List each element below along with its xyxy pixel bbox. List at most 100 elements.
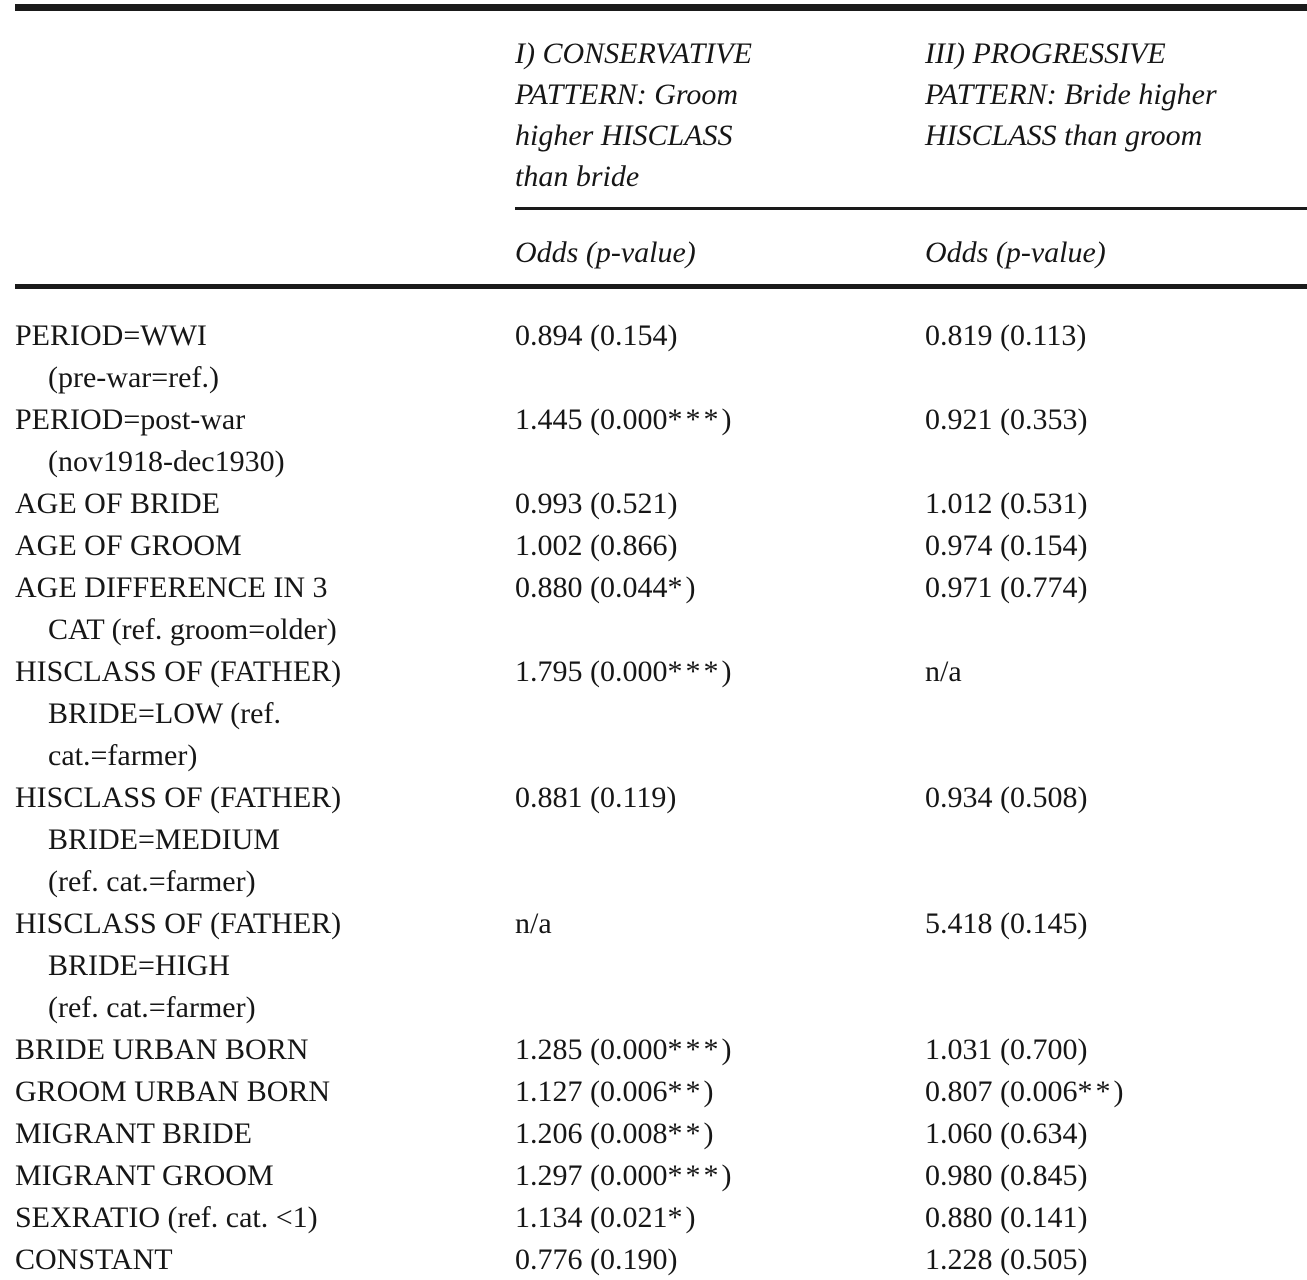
odds-cell-progressive: 5.418 (0.145) — [925, 907, 1088, 940]
odds-cell-progressive: 0.921 (0.353) — [925, 403, 1088, 436]
significance-stars: *** — [667, 403, 722, 436]
subheader-odds-conservative: Odds (p-value) — [515, 236, 696, 269]
row-label: HISCLASS OF (FATHER) BRIDE=MEDIUM (ref. ca… — [15, 777, 515, 903]
table-row: PERIOD=post-war (nov1918-dec1930) 1.445 (0… — [0, 399, 1307, 483]
row-label: CONSTANT — [15, 1239, 515, 1280]
column-header-line: PATTERN: Groom — [515, 78, 739, 111]
subheader-row: Odds (p-value) Odds (p-value) — [0, 232, 1307, 274]
body-top-rule — [15, 284, 1307, 289]
row-label-line: AGE OF BRIDE — [15, 487, 221, 520]
significance-stars: *** — [667, 1033, 722, 1066]
row-label: AGE DIFFERENCE IN 3 CAT (ref. groom=older… — [15, 567, 515, 651]
table-row: MIGRANT BRIDE 1.206 (0.008**) 1.060 (0.634… — [0, 1113, 1307, 1155]
odds-cell-progressive: 0.974 (0.154) — [925, 529, 1088, 562]
row-label-line: SEXRATIO (ref. cat. <1) — [15, 1201, 318, 1234]
odds-cell-conservative: 0.880 (0.044*) — [515, 571, 696, 604]
odds-cell-progressive: 0.934 (0.508) — [925, 781, 1088, 814]
table-row: PERIOD=WWI (pre-war=ref.) 0.894 (0.154) 0.8… — [0, 315, 1307, 399]
row-label-line: PERIOD=WWI — [15, 319, 207, 352]
column-header-line: than bride — [515, 160, 640, 193]
row-label: BRIDE URBAN BORN — [15, 1029, 515, 1071]
row-label: PERIOD=post-war (nov1918-dec1930) — [15, 399, 515, 483]
column-header-row: I) CONSERVATIVE PATTERN: Groom higher HISC… — [0, 33, 1307, 197]
row-label: AGE OF BRIDE — [15, 483, 515, 525]
row-label-continuation: (pre-war=ref.) — [48, 361, 219, 394]
row-label: MIGRANT BRIDE — [15, 1113, 515, 1155]
row-label-continuation: (ref. cat.=farmer) — [48, 865, 256, 898]
table-row: AGE OF GROOM 1.002 (0.866) 0.974 (0.154) — [0, 525, 1307, 567]
row-label-line: MIGRANT BRIDE — [15, 1117, 252, 1150]
row-label: HISCLASS OF (FATHER) BRIDE=HIGH (ref. cat.… — [15, 903, 515, 1029]
row-label: MIGRANT GROOM — [15, 1155, 515, 1197]
row-label: AGE OF GROOM — [15, 525, 515, 567]
significance-stars: * — [667, 571, 686, 604]
odds-cell-conservative: 1.795 (0.000***) — [515, 655, 732, 688]
row-label-line: HISCLASS OF (FATHER) — [15, 907, 342, 940]
row-label-line: HISCLASS OF (FATHER) — [15, 781, 342, 814]
row-label-continuation: (ref. cat.=farmer) — [48, 991, 256, 1024]
table-row: CONSTANT 0.776 (0.190) 1.228 (0.505) — [0, 1239, 1307, 1280]
significance-stars: ** — [667, 1075, 704, 1108]
column-header-line: higher HISCLASS — [515, 119, 733, 152]
table-body: PERIOD=WWI (pre-war=ref.) 0.894 (0.154) 0.8… — [0, 315, 1307, 1280]
odds-cell-conservative: 1.297 (0.000***) — [515, 1159, 732, 1192]
table-row: HISCLASS OF (FATHER) BRIDE=HIGH (ref. cat.… — [0, 903, 1307, 1029]
odds-cell-progressive: 0.819 (0.113) — [925, 319, 1087, 352]
odds-cell-conservative: 1.285 (0.000***) — [515, 1033, 732, 1066]
row-label-continuation: CAT (ref. groom=older) — [48, 613, 337, 646]
table-row: HISCLASS OF (FATHER) BRIDE=LOW (ref. cat.=… — [0, 651, 1307, 777]
odds-cell-conservative: 0.881 (0.119) — [515, 781, 677, 814]
table-row: SEXRATIO (ref. cat. <1) 1.134 (0.021*) 0.8… — [0, 1197, 1307, 1239]
odds-cell-conservative: n/a — [515, 907, 552, 940]
table-row: MIGRANT GROOM 1.297 (0.000***) 0.980 (0.84… — [0, 1155, 1307, 1197]
row-label-line: HISCLASS OF (FATHER) — [15, 655, 342, 688]
row-label: PERIOD=WWI (pre-war=ref.) — [15, 315, 515, 399]
row-label-continuation: BRIDE=HIGH — [48, 949, 230, 982]
odds-cell-progressive: 0.880 (0.141) — [925, 1201, 1088, 1234]
row-label-line: GROOM URBAN BORN — [15, 1075, 331, 1108]
odds-cell-progressive: 0.980 (0.845) — [925, 1159, 1088, 1192]
column-header-progressive: III) PROGRESSIVE PATTERN: Bride higher HIS… — [925, 33, 1307, 156]
row-label: SEXRATIO (ref. cat. <1) — [15, 1197, 515, 1239]
row-label-continuation: BRIDE=LOW (ref. — [48, 697, 281, 730]
odds-cell-progressive: 1.228 (0.505) — [925, 1243, 1088, 1276]
odds-cell-conservative: 1.206 (0.008**) — [515, 1117, 714, 1150]
odds-cell-progressive: 0.807 (0.006**) — [925, 1075, 1124, 1108]
table-row: AGE OF BRIDE 0.993 (0.521) 1.012 (0.531) — [0, 483, 1307, 525]
table-row: GROOM URBAN BORN 1.127 (0.006**) 0.807 (0.… — [0, 1071, 1307, 1113]
significance-stars: *** — [667, 1159, 722, 1192]
odds-cell-progressive: 1.060 (0.634) — [925, 1117, 1088, 1150]
header-underline-rule — [515, 207, 1307, 210]
significance-stars: * — [667, 1201, 686, 1234]
table-row: HISCLASS OF (FATHER) BRIDE=MEDIUM (ref. ca… — [0, 777, 1307, 903]
odds-cell-conservative: 1.127 (0.006**) — [515, 1075, 714, 1108]
row-label: HISCLASS OF (FATHER) BRIDE=LOW (ref. cat.=… — [15, 651, 515, 777]
odds-cell-conservative: 1.134 (0.021*) — [515, 1201, 696, 1234]
odds-cell-conservative: 1.445 (0.000***) — [515, 403, 732, 436]
significance-stars: ** — [1077, 1075, 1114, 1108]
odds-cell-conservative: 0.776 (0.190) — [515, 1243, 678, 1276]
odds-cell-progressive: n/a — [925, 655, 962, 688]
row-label-line: PERIOD=post-war — [15, 403, 246, 436]
row-label-line: CONSTANT — [15, 1243, 173, 1276]
row-label: GROOM URBAN BORN — [15, 1071, 515, 1113]
row-label-line: MIGRANT GROOM — [15, 1159, 274, 1192]
row-label-line: AGE OF GROOM — [15, 529, 242, 562]
subheader-odds-progressive: Odds (p-value) — [925, 236, 1106, 269]
row-label-continuation: cat.=farmer) — [48, 739, 198, 772]
odds-cell-progressive: 0.971 (0.774) — [925, 571, 1088, 604]
significance-stars: ** — [667, 1117, 704, 1150]
table-row: BRIDE URBAN BORN 1.285 (0.000***) 1.031 (0… — [0, 1029, 1307, 1071]
column-header-conservative: I) CONSERVATIVE PATTERN: Groom higher HISC… — [515, 33, 925, 197]
odds-cell-progressive: 1.031 (0.700) — [925, 1033, 1088, 1066]
column-header-line: I) CONSERVATIVE — [515, 37, 752, 70]
row-label-line: BRIDE URBAN BORN — [15, 1033, 309, 1066]
odds-cell-progressive: 1.012 (0.531) — [925, 487, 1088, 520]
row-label-continuation: (nov1918-dec1930) — [48, 445, 285, 478]
row-label-line: AGE DIFFERENCE IN 3 — [15, 571, 328, 604]
column-header-line: III) PROGRESSIVE — [925, 37, 1166, 70]
column-header-line: PATTERN: Bride higher — [925, 78, 1217, 111]
row-label-continuation: BRIDE=MEDIUM — [48, 823, 280, 856]
table-row: AGE DIFFERENCE IN 3 CAT (ref. groom=older… — [0, 567, 1307, 651]
